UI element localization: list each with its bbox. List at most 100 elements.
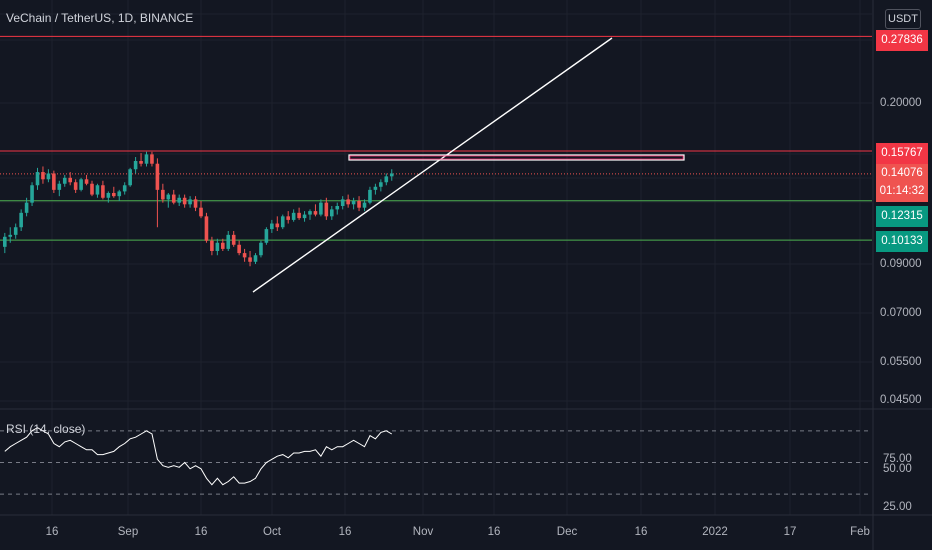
candle-body (335, 205, 340, 210)
candle-body (188, 199, 192, 205)
candle-body (231, 234, 236, 245)
candle-body (52, 173, 56, 190)
current-price-badge: 0.14076 01:14:32 (876, 164, 928, 202)
rsi-tick: 50.00 (883, 463, 912, 475)
candle-body (270, 223, 274, 230)
candle-body (19, 212, 23, 228)
candle-body (182, 197, 187, 205)
candle-body (330, 209, 334, 217)
candle-body (357, 201, 361, 208)
candle-body (215, 242, 220, 251)
rsi-line (4, 427, 393, 486)
candle-body (3, 236, 7, 247)
candle-body (73, 182, 78, 190)
time-axis-label: 16 (194, 526, 208, 538)
candle-body (204, 216, 209, 241)
candle-body (68, 177, 72, 183)
time-axis-label: Oct (263, 526, 281, 538)
candle-body (8, 234, 13, 237)
price-tick: 0.04500 (880, 394, 922, 406)
candle-body (30, 185, 34, 203)
time-axis-label: Dec (556, 526, 578, 538)
candle-body (46, 173, 51, 180)
candle-body (308, 211, 312, 215)
support-upper-badge: 0.12315 (876, 206, 928, 227)
time-axis-label: 16 (45, 526, 59, 538)
resistance-mid-badge: 0.15767 (876, 143, 928, 164)
price-tick: 0.07000 (880, 307, 922, 319)
time-axis-label: 2022 (702, 526, 728, 538)
candle-body (13, 227, 18, 235)
support-lower-badge: 0.10133 (876, 231, 928, 252)
candle-body (128, 169, 132, 186)
price-tick: 0.05500 (880, 356, 922, 368)
current-price-value: 0.14076 (881, 167, 923, 179)
candle-body (221, 242, 225, 249)
resistance-top-badge: 0.27836 (876, 30, 928, 51)
candle-body (210, 240, 214, 251)
candle-body (275, 223, 280, 228)
symbol-name: VeChain / TetherUS (6, 11, 112, 25)
candle-body (242, 253, 247, 258)
candle-body (291, 212, 296, 220)
candle-body (95, 185, 100, 195)
candle-body (24, 202, 29, 213)
candle-body (248, 257, 252, 262)
candle-body (302, 214, 307, 219)
candle-body (193, 199, 198, 208)
candle-body (144, 154, 149, 164)
currency-button[interactable]: USDT (885, 9, 921, 29)
candle-body (41, 172, 45, 180)
candle-body (297, 212, 301, 219)
time-axis-label: 16 (487, 526, 501, 538)
candle-body (368, 189, 372, 203)
price-tick: 0.20000 (880, 97, 922, 109)
time-axis-label: 16 (338, 526, 352, 538)
candle-body (90, 183, 94, 195)
candle-body (362, 202, 367, 208)
candle-body (166, 194, 171, 200)
rsi-tick: 25.00 (883, 501, 912, 513)
price-tick: 0.09000 (880, 258, 922, 270)
time-axis-label: 16 (634, 526, 648, 538)
candle-body (35, 172, 40, 186)
candle-body (340, 199, 345, 206)
candle-body (324, 202, 329, 217)
candle-body (112, 192, 116, 197)
time-axis-label: Nov (412, 526, 434, 538)
candle-body (155, 163, 160, 190)
rsi-tick: 75.00 (883, 453, 912, 465)
candle-body (122, 185, 127, 192)
exchange-label: BINANCE (139, 11, 194, 25)
candle-body (373, 186, 378, 190)
candle-body (62, 177, 67, 184)
candle-body (84, 179, 89, 184)
candle-body (139, 161, 143, 164)
candle-body (264, 229, 269, 243)
rsi-indicator-label[interactable]: RSI (14, close) (6, 422, 86, 436)
candle-body (346, 199, 350, 205)
candle-body (177, 197, 181, 203)
candle-body (384, 176, 389, 183)
time-axis-label: 17 (783, 526, 797, 538)
range-rectangle-inner (349, 155, 684, 160)
candle-body (150, 154, 154, 164)
candle-body (280, 216, 285, 228)
chart-title: VeChain / TetherUS, 1D, BINANCE (6, 11, 194, 25)
interval-label: 1D (117, 11, 134, 25)
candle-body (161, 189, 165, 200)
candle-body (351, 201, 356, 205)
candle-body (57, 183, 62, 190)
candle-body (319, 202, 323, 215)
candle-body (79, 179, 83, 190)
time-axis-label: Sep (117, 526, 139, 538)
candle-body (101, 185, 105, 198)
time-axis-label: Feb (850, 526, 870, 538)
candle-body (133, 161, 138, 170)
candle-body (237, 244, 241, 254)
candle-body (286, 216, 290, 220)
candle-body (313, 211, 318, 215)
candle-body (226, 234, 231, 249)
candle-countdown: 01:14:32 (879, 185, 925, 197)
